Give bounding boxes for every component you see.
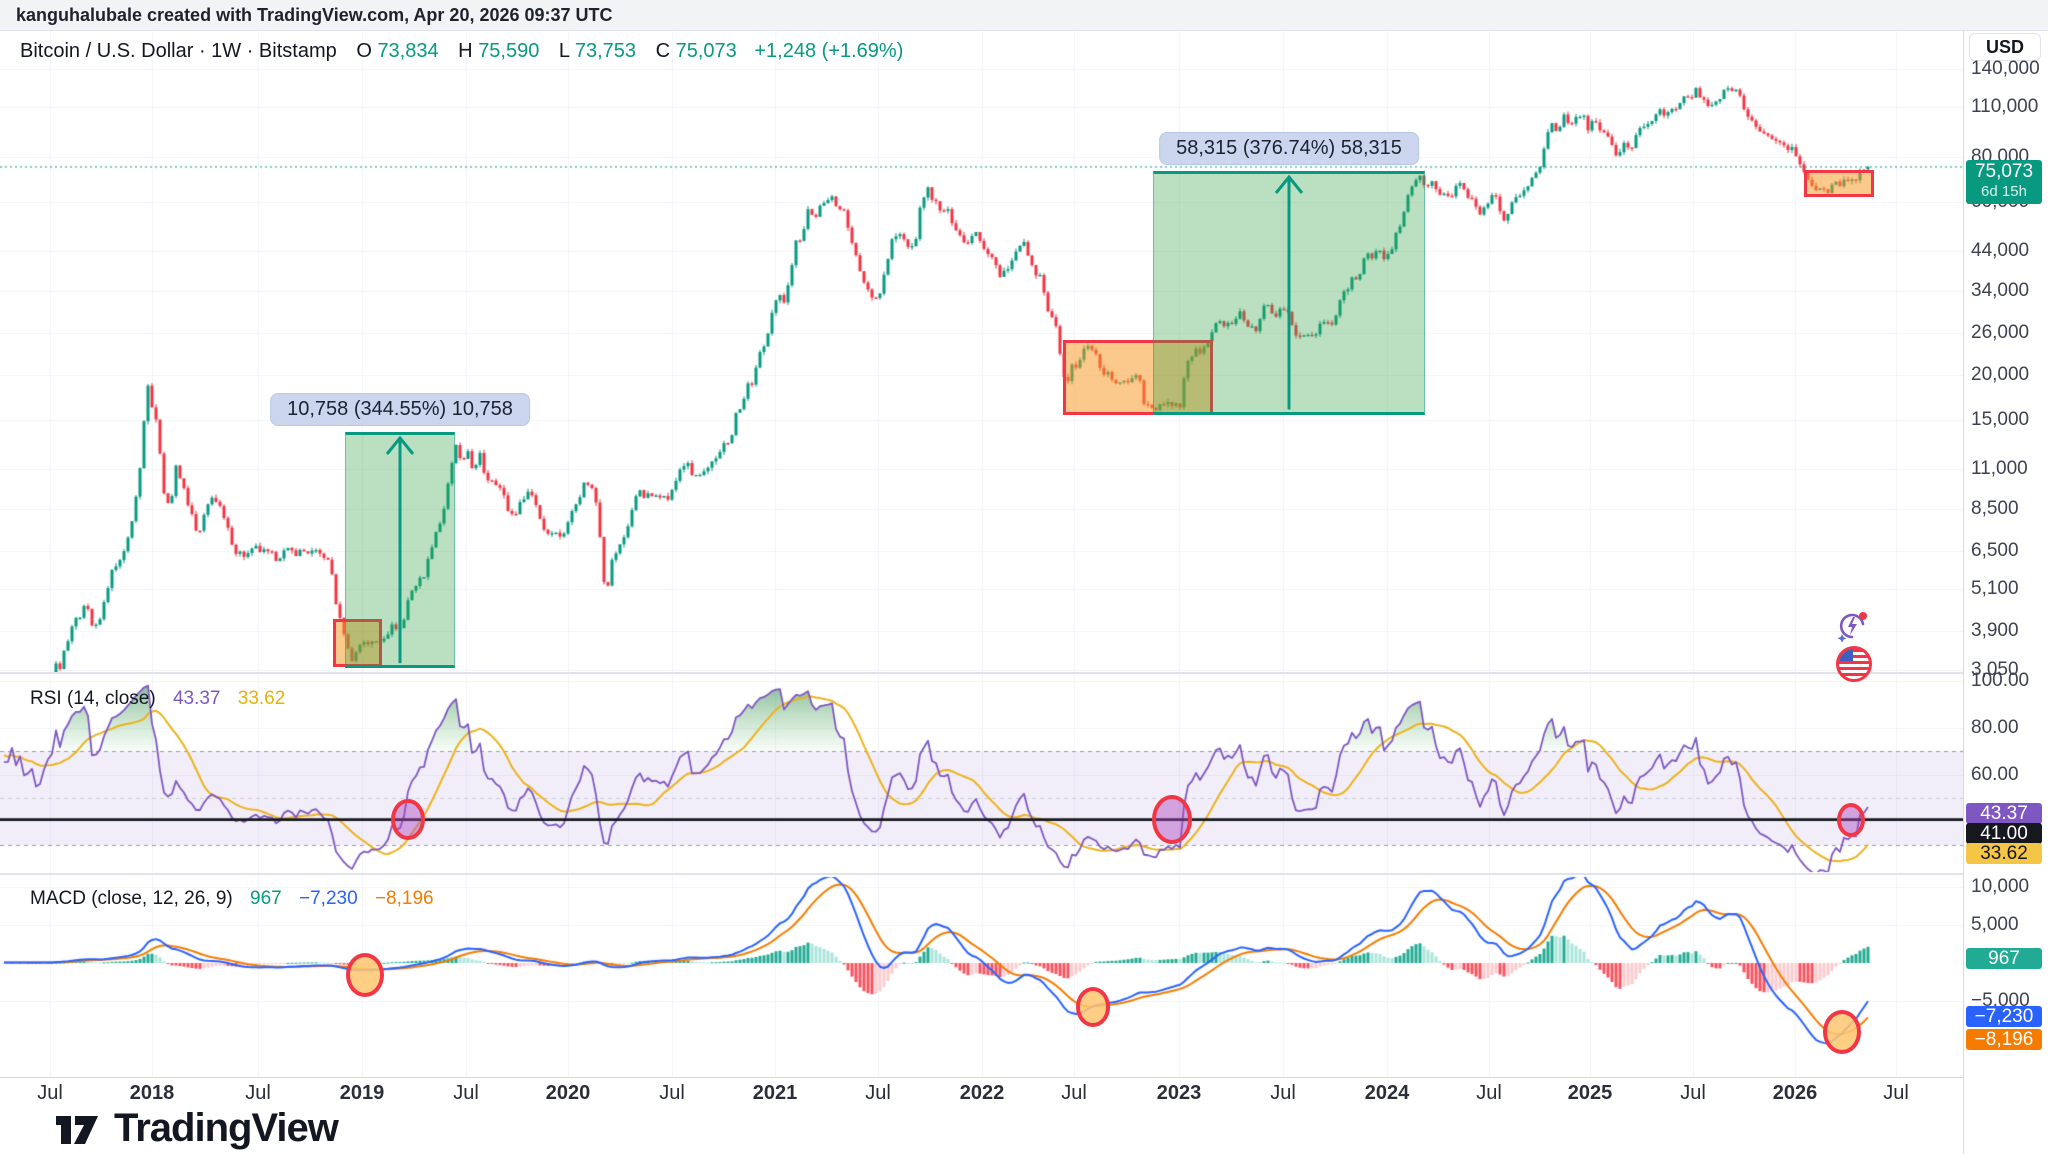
rsi-legend[interactable]: RSI (14, close) 43.37 33.62 [30,688,285,710]
macd-line-badge: −7,230 [1966,1006,2042,1027]
change-value: +1,248 (+1.69%) [754,40,904,62]
rsi-ma-badge: 33.62 [1966,843,2042,864]
bar-countdown: 6d 15h [1981,183,2027,200]
rsi-level-badge: 41.00 [1966,823,2042,844]
flash-events-icon[interactable] [1836,610,1868,643]
rsi-ma-value: 33.62 [237,688,286,709]
time-axis-month-label: Jul [865,1082,891,1104]
macd-signal-circle-1[interactable] [346,953,384,997]
rsi-value: 43.37 [172,688,221,709]
macd-signal-badge: −8,196 [1966,1029,2042,1050]
tradingview-logo-text: TradingView [114,1106,339,1150]
close-value: 75,073 [675,40,737,62]
flag-canton [1839,649,1853,661]
time-axis-month-label: Jul [453,1082,479,1104]
macd-signal-value: −8,196 [374,888,434,909]
time-axis-month-label: Jul [245,1082,271,1104]
price-axis-label: 11,000 [1971,457,2028,479]
price-axis-label: 140,000 [1971,58,2040,80]
time-axis-year-label: 2025 [1567,1082,1613,1104]
time-axis-month-label: Jul [659,1082,685,1104]
time-axis-year-label: 2026 [1772,1082,1818,1104]
high-value: 75,590 [478,40,540,62]
time-axis-year-label: 2021 [752,1082,798,1104]
attribution-bar: kanguhalubale created with TradingView.c… [0,0,2048,31]
time-axis-month-label: Jul [1883,1082,1909,1104]
price-range-measure-2[interactable] [1153,171,1425,415]
measure-arrow-icon [1274,174,1304,410]
risk-entry-box-3[interactable] [1804,169,1874,197]
time-axis-month-label: Jul [1270,1082,1296,1104]
rsi-signal-circle-3[interactable] [1837,802,1865,837]
price-axis-label: 44,000 [1971,239,2030,261]
time-axis-year-label: 2019 [339,1082,385,1104]
low-value: 73,753 [574,40,637,62]
price-axis-label: 15,000 [1971,408,2030,430]
measure-callout-2[interactable]: 58,315 (376.74%) 58,315 [1159,132,1419,166]
open-label: O [356,40,372,62]
risk-entry-box-2[interactable] [1063,340,1213,415]
macd-hist-value: 967 [250,888,282,909]
tradingview-logo[interactable]: TradingView [54,1106,339,1151]
macd-axis-label: −5,000 [1971,990,2030,1011]
measure-callout-1[interactable]: 10,758 (344.55%) 10,758 [270,393,530,426]
time-axis-year-label: 2018 [129,1082,175,1104]
chart-event-icons [1836,610,1876,682]
macd-title: MACD (close, 12, 26, 9) [30,888,233,909]
price-axis-label: 26,000 [1971,322,2030,344]
tradingview-mark-icon [56,1115,98,1144]
time-axis-month-label: Jul [1680,1082,1706,1104]
rsi-value-badge: 43.37 [1966,803,2042,824]
price-range-measure-1[interactable] [345,432,455,669]
price-axis-label: 5,100 [1971,578,2019,600]
symbol-header[interactable]: Bitcoin / U.S. Dollar · 1W · Bitstamp O … [20,40,903,63]
price-axis-label: 20,000 [1971,363,2030,385]
macd-hist-badge: 967 [1966,948,2042,969]
rsi-axis-label: 80.00 [1971,717,2019,738]
pane-divider-rsi[interactable] [0,672,1963,674]
macd-line-value: −7,230 [299,888,358,909]
rsi-axis-label: 100.00 [1971,670,2030,691]
time-axis-month-label: Jul [37,1082,63,1104]
symbol-title[interactable]: Bitcoin / U.S. Dollar · 1W · Bitstamp [20,40,337,62]
price-axis-label: 6,500 [1971,540,2019,562]
last-price-value: 75,073 [1974,161,2034,182]
time-axis-year-label: 2023 [1156,1082,1202,1104]
time-axis-year-label: 2020 [545,1082,591,1104]
price-axis-label: 110,000 [1971,96,2039,117]
price-axis-label: 34,000 [1971,280,2030,302]
macd-legend[interactable]: MACD (close, 12, 26, 9) 967 −7,230 −8,19… [30,888,434,910]
time-axis-year-label: 2022 [959,1082,1005,1104]
pane-divider-macd[interactable] [0,873,1963,875]
time-axis-month-label: Jul [1476,1082,1502,1104]
time-axis-month-label: Jul [1061,1082,1087,1104]
measure-arrow-icon [385,435,415,664]
time-axis-year-label: 2024 [1364,1082,1410,1104]
close-label: C [655,40,671,62]
rsi-title: RSI (14, close) [30,688,156,709]
price-axis[interactable]: USD 140,000110,00080,00060,00044,00034,0… [1963,30,2048,1154]
attribution-text: kanguhalubale created with TradingView.c… [16,5,613,25]
rsi-signal-circle-2[interactable] [1152,795,1192,845]
low-label: L [558,40,570,62]
currency-usd-button[interactable]: USD [1969,33,2041,61]
macd-signal-circle-3[interactable] [1823,1010,1861,1054]
last-price-badge: 75,073 6d 15h [1966,160,2042,204]
rsi-signal-circle-1[interactable] [391,798,425,841]
risk-entry-box-1[interactable] [333,618,382,668]
open-value: 73,834 [377,40,439,62]
us-flag-icon[interactable] [1836,646,1872,682]
price-axis-label: 3,050 [1971,658,2019,680]
price-axis-label: 8,500 [1971,497,2019,519]
macd-axis-label: 10,000 [1971,876,2030,897]
macd-axis-label: 5,000 [1971,914,2019,935]
high-label: H [458,40,473,62]
macd-signal-circle-2[interactable] [1076,987,1110,1027]
time-axis[interactable]: Jul 2018 Jul 2019 Jul 2020 Jul 2021 Jul 2022 Jul 20… [0,1077,2048,1106]
price-axis-label: 3,900 [1971,620,2019,642]
rsi-axis-label: 60.00 [1971,764,2019,785]
